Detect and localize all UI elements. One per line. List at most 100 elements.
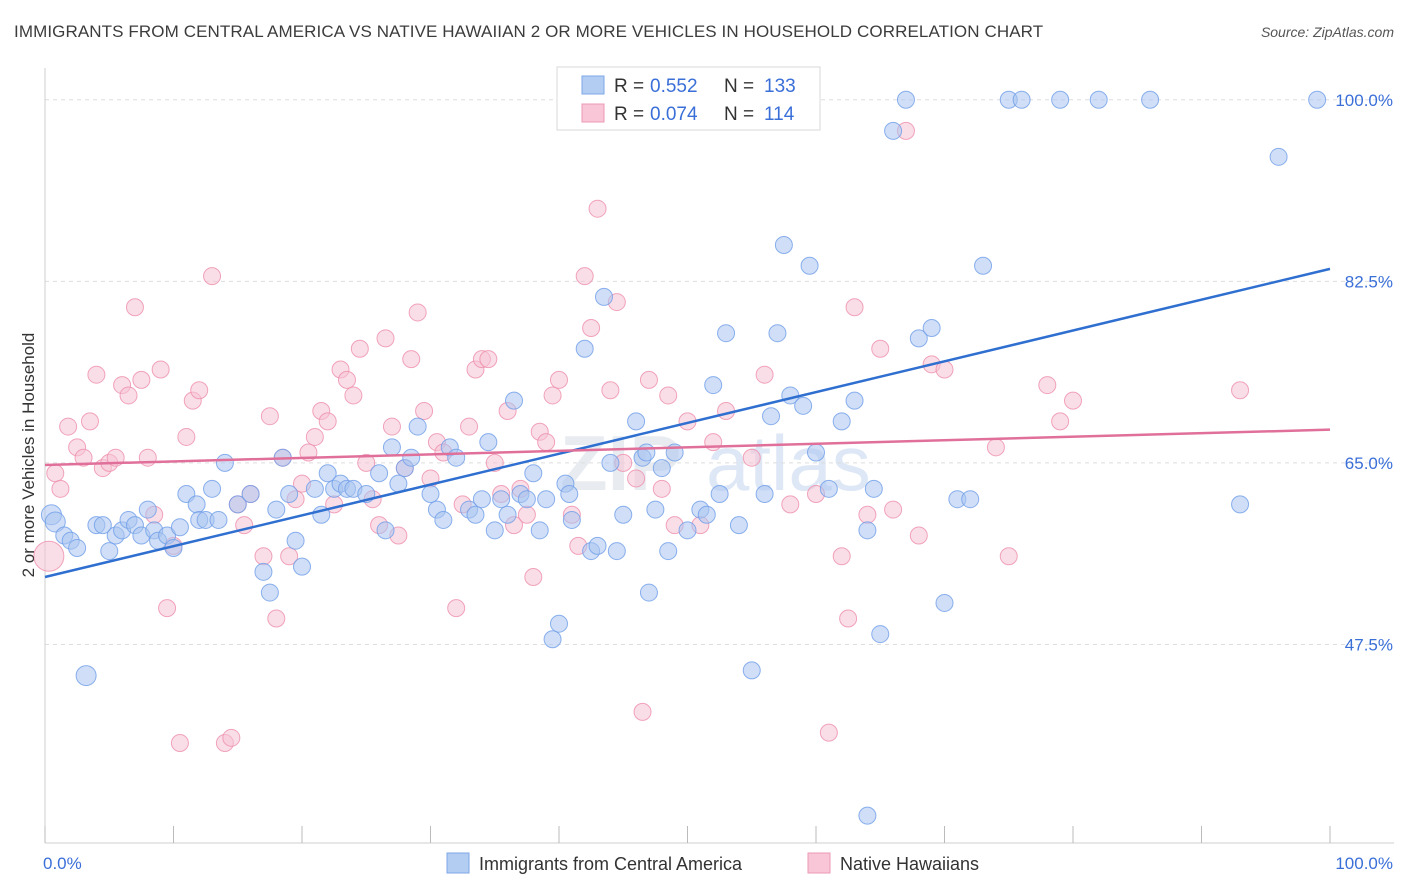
- point-immigrants-8: [100, 542, 119, 561]
- point-immigrants-115: [935, 593, 954, 612]
- point-hawaiians-71: [524, 568, 543, 586]
- point-hawaiians-0: [33, 540, 65, 572]
- point-immigrants-112: [896, 90, 915, 109]
- point-hawaiians-99: [832, 547, 851, 566]
- point-hawaiians-114: [1231, 381, 1250, 400]
- point-hawaiians-95: [755, 365, 774, 384]
- point-hawaiians-50: [382, 417, 401, 436]
- point-hawaiians-84: [627, 469, 646, 488]
- point-hawaiians-74: [543, 386, 562, 405]
- point-immigrants-35: [293, 557, 311, 576]
- point-immigrants-89: [678, 521, 697, 540]
- point-immigrants-106: [832, 412, 851, 431]
- point-hawaiians-102: [858, 505, 877, 524]
- point-hawaiians-3: [59, 417, 78, 436]
- point-immigrants-66: [524, 464, 543, 483]
- point-hawaiians-112: [1051, 412, 1070, 431]
- legend-n-value-1: 133: [764, 76, 796, 97]
- bottom-legend-label-immigrants: Immigrants from Central America: [479, 854, 743, 874]
- point-hawaiians-53: [402, 350, 421, 369]
- point-hawaiians-15: [138, 448, 157, 467]
- chart-source: Source: ZipAtlas.com: [1260, 24, 1394, 40]
- point-immigrants-63: [505, 391, 524, 410]
- point-immigrants-51: [421, 485, 440, 503]
- point-immigrants-111: [884, 121, 903, 140]
- point-hawaiians-20: [170, 734, 189, 752]
- x-tick-label-0: 0.0%: [43, 854, 82, 873]
- point-immigrants-81: [627, 412, 646, 431]
- legend-n-value-2: 114: [764, 104, 795, 125]
- point-immigrants-74: [575, 339, 594, 358]
- point-hawaiians-110: [999, 547, 1018, 566]
- point-immigrants-118: [974, 256, 993, 275]
- point-immigrants-100: [774, 236, 793, 254]
- point-immigrants-61: [492, 490, 511, 509]
- point-hawaiians-18: [158, 599, 177, 618]
- point-immigrants-125: [1308, 90, 1327, 109]
- series-immigrants-central-america: [40, 90, 1327, 825]
- point-immigrants-58: [472, 490, 491, 509]
- grid-lines: [45, 99, 1390, 645]
- point-hawaiians-73: [537, 433, 556, 452]
- trend-line-0: [44, 267, 1331, 579]
- point-immigrants-73: [562, 510, 581, 529]
- point-immigrants-91: [697, 505, 716, 524]
- point-immigrants-49: [402, 448, 421, 467]
- point-immigrants-123: [1231, 495, 1250, 514]
- legend-n-label-1: N =: [724, 76, 754, 97]
- point-immigrants-24: [203, 479, 222, 498]
- point-immigrants-70: [550, 614, 568, 633]
- point-immigrants-7: [93, 516, 112, 535]
- point-hawaiians-34: [280, 547, 299, 566]
- point-immigrants-14: [138, 500, 157, 519]
- trend-lines: [44, 267, 1331, 579]
- point-immigrants-4: [68, 538, 87, 557]
- point-immigrants-109: [864, 479, 883, 498]
- y-tick-label-1: 65.0%: [1345, 454, 1393, 473]
- point-hawaiians-6: [80, 412, 99, 431]
- point-immigrants-67: [530, 521, 549, 540]
- point-immigrants-87: [659, 542, 678, 561]
- y-tick-label-2: 82.5%: [1345, 272, 1393, 291]
- point-immigrants-46: [382, 438, 401, 457]
- point-immigrants-126: [1089, 90, 1108, 109]
- point-hawaiians-101: [845, 298, 864, 317]
- point-hawaiians-5: [74, 448, 93, 467]
- point-hawaiians-106: [909, 526, 928, 545]
- point-immigrants-60: [485, 521, 504, 540]
- point-hawaiians-98: [819, 723, 838, 742]
- point-immigrants-65: [517, 490, 536, 509]
- point-hawaiians-88: [659, 386, 678, 405]
- point-immigrants-68: [537, 490, 556, 509]
- point-immigrants-93: [710, 485, 729, 503]
- point-hawaiians-81: [601, 381, 620, 400]
- point-hawaiians-92: [704, 433, 723, 452]
- point-hawaiians-44: [344, 386, 363, 405]
- point-hawaiians-40: [318, 412, 337, 431]
- point-immigrants-108: [858, 521, 877, 540]
- point-hawaiians-54: [408, 303, 427, 322]
- point-hawaiians-70: [517, 505, 536, 524]
- chart-title: IMMIGRANTS FROM CENTRAL AMERICA VS NATIV…: [14, 22, 1044, 41]
- point-immigrants-53: [434, 510, 453, 529]
- point-immigrants-1: [44, 511, 66, 533]
- point-immigrants-113: [909, 329, 928, 348]
- point-immigrants-127: [858, 806, 877, 825]
- legend-r-label-2: R =: [614, 104, 644, 125]
- point-hawaiians-55: [415, 402, 434, 420]
- point-hawaiians-96: [781, 495, 800, 514]
- point-immigrants-121: [1051, 90, 1070, 109]
- point-hawaiians-21: [177, 427, 196, 446]
- point-immigrants-104: [807, 443, 825, 462]
- y-tick-label-0: 47.5%: [1345, 635, 1393, 654]
- point-hawaiians-85: [633, 702, 652, 721]
- axes: [44, 68, 1394, 844]
- point-immigrants-84: [639, 583, 658, 602]
- point-hawaiians-30: [254, 547, 273, 566]
- point-immigrants-19: [170, 518, 189, 537]
- legend-r-label-1: R =: [614, 76, 644, 97]
- point-hawaiians-45: [350, 339, 369, 358]
- point-immigrants-110: [871, 625, 890, 644]
- point-hawaiians-64: [479, 350, 498, 369]
